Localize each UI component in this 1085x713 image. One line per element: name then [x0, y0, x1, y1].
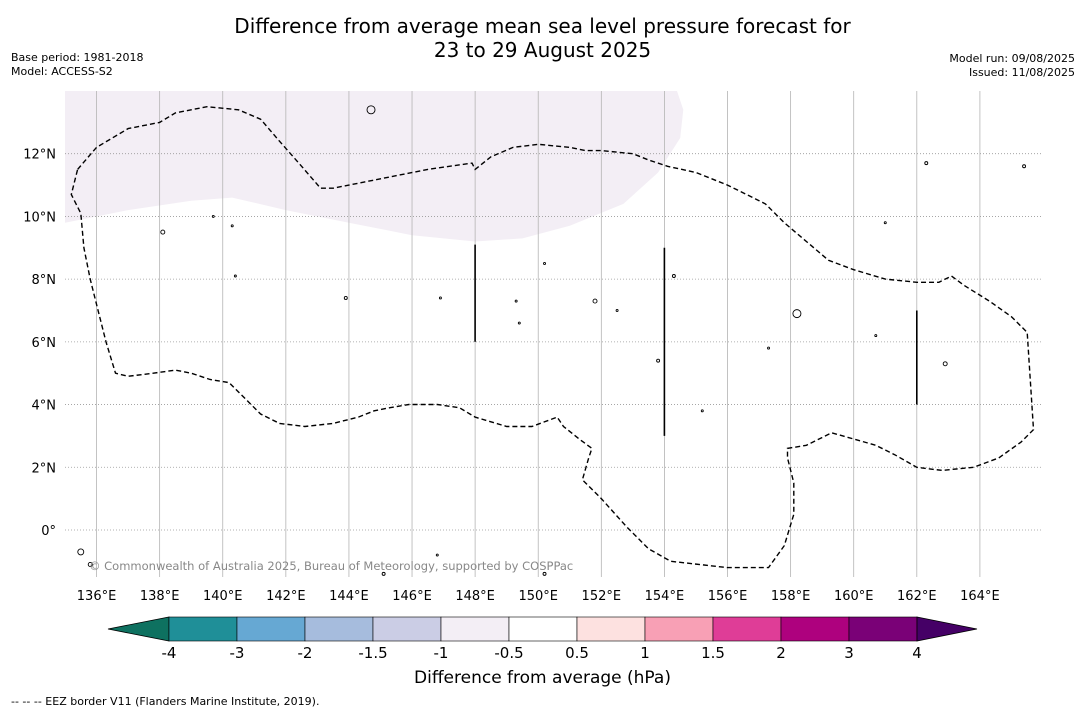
- latitude-tick-label: 2°N: [32, 461, 57, 476]
- longitude-tick-label: 140°E: [203, 589, 243, 604]
- latitude-tick-label: 4°N: [32, 399, 57, 414]
- island: [517, 321, 521, 325]
- title-line-1: Difference from average mean sea level p…: [234, 14, 851, 38]
- colorbar-bin: [848, 616, 918, 642]
- colorbar-bin: [440, 616, 510, 642]
- longitude-tick-label: 138°E: [140, 589, 180, 604]
- eez-boundary-segments: [474, 244, 918, 436]
- island: [343, 295, 348, 300]
- colorbar-bin: [372, 616, 442, 642]
- island: [615, 309, 619, 312]
- longitude-tick-label: 136°E: [77, 589, 117, 604]
- colorbar-tick-label: 4: [912, 644, 922, 662]
- title-line-2: 23 to 29 August 2025: [433, 38, 652, 62]
- island: [381, 571, 386, 576]
- colorbar-low-extend: [107, 616, 170, 642]
- longitude-tick-label: 160°E: [834, 589, 874, 604]
- model-info: Base period: 1981-2018 Model: ACCESS-S2: [11, 51, 143, 79]
- island: [767, 346, 770, 350]
- colorbar-bin: [712, 616, 782, 642]
- island: [514, 299, 518, 303]
- latitude-tick-label: 12°N: [23, 148, 56, 163]
- island: [542, 571, 547, 576]
- island: [543, 262, 546, 265]
- island: [87, 562, 93, 567]
- colorbar-tick-label: -1.5: [358, 644, 387, 662]
- colorbar-tick-label: -4: [162, 644, 177, 662]
- longitude-tick-label: 144°E: [329, 589, 369, 604]
- colorbar-bin: [508, 616, 578, 642]
- colorbar-tick-label: 3: [844, 644, 854, 662]
- island: [160, 229, 166, 235]
- island: [883, 221, 887, 225]
- island: [435, 553, 439, 557]
- longitude-tick-label: 162°E: [897, 589, 937, 604]
- island: [1022, 164, 1027, 169]
- island: [671, 274, 676, 278]
- colorbar-bin: [780, 616, 850, 642]
- island: [874, 334, 878, 338]
- colorbar-tick-label: -1: [434, 644, 449, 662]
- colorbar-bin: [304, 616, 374, 642]
- longitude-tick-label: 142°E: [266, 589, 306, 604]
- longitude-tick-label: 158°E: [771, 589, 811, 604]
- colorbar-tick-label: 2: [776, 644, 786, 662]
- island: [233, 274, 237, 278]
- longitude-tick-labels: 136°E 138°E 140°E 142°E 144°E 146°E 148°E 150°E…: [77, 589, 1000, 604]
- colorbar-tick-label: 0.5: [565, 644, 589, 662]
- colorbar-bin: [168, 616, 238, 642]
- latitude-tick-label: 8°N: [32, 273, 57, 288]
- latitude-tick-label: 10°N: [23, 210, 56, 225]
- island: [924, 161, 929, 166]
- colorbar-high-extend: [916, 616, 978, 642]
- longitude-tick-label: 146°E: [392, 589, 432, 604]
- colorbar-title: Difference from average (hPa): [414, 668, 671, 688]
- colorbar-tick-label: -3: [230, 644, 245, 662]
- issued-label: Issued: 11/08/2025: [968, 66, 1075, 79]
- colorbar-bin: [644, 616, 714, 642]
- longitude-tick-label: 150°E: [518, 589, 558, 604]
- eez-boundary: [70, 105, 1035, 569]
- eez-legend-note: -- -- -- EEZ border V11 (Flanders Marine…: [11, 695, 320, 708]
- longitude-tick-label: 156°E: [708, 589, 748, 604]
- latitude-tick-label: 0°: [41, 524, 56, 539]
- gridlines: [65, 91, 1043, 577]
- island: [700, 409, 704, 413]
- copyright-text: © Commonwealth of Australia 2025, Bureau…: [89, 559, 573, 573]
- islands: [77, 105, 1027, 576]
- map-plot-area: © Commonwealth of Australia 2025, Bureau…: [65, 91, 1043, 577]
- island: [942, 361, 948, 367]
- island: [592, 298, 598, 304]
- base-period-label: Base period: 1981-2018: [11, 51, 144, 64]
- island: [211, 214, 215, 218]
- island: [366, 105, 376, 115]
- map-title: Difference from average mean sea level p…: [0, 14, 1085, 62]
- island: [438, 296, 442, 300]
- colorbar-tick-label: 1.5: [701, 644, 725, 662]
- model-run-label: Model run: 09/08/2025: [949, 52, 1075, 65]
- colorbar: -4 -3 -2 -1.5 -1 -0.5 0.5 1 1.5 2 3 4: [107, 616, 978, 662]
- colorbar-bin: [576, 616, 646, 642]
- longitude-tick-label: 152°E: [582, 589, 622, 604]
- island: [792, 309, 802, 319]
- anomaly-region-fill: [65, 91, 684, 242]
- run-info: Model run: 09/08/2025 Issued: 11/08/2025: [949, 52, 1075, 80]
- island: [77, 548, 85, 556]
- longitude-tick-label: 148°E: [455, 589, 495, 604]
- longitude-tick-label: 154°E: [645, 589, 685, 604]
- colorbar-bin: [236, 616, 306, 642]
- island: [656, 358, 661, 363]
- latitude-tick-labels: 12°N 10°N 8°N 6°N 4°N 2°N 0°: [23, 148, 56, 539]
- longitude-tick-label: 164°E: [960, 589, 1000, 604]
- colorbar-tick-label: -2: [298, 644, 313, 662]
- colorbar-tick-label: -0.5: [494, 644, 523, 662]
- latitude-tick-label: 6°N: [32, 336, 57, 351]
- model-label: Model: ACCESS-S2: [11, 65, 113, 78]
- island: [230, 224, 234, 228]
- colorbar-tick-label: 1: [640, 644, 650, 662]
